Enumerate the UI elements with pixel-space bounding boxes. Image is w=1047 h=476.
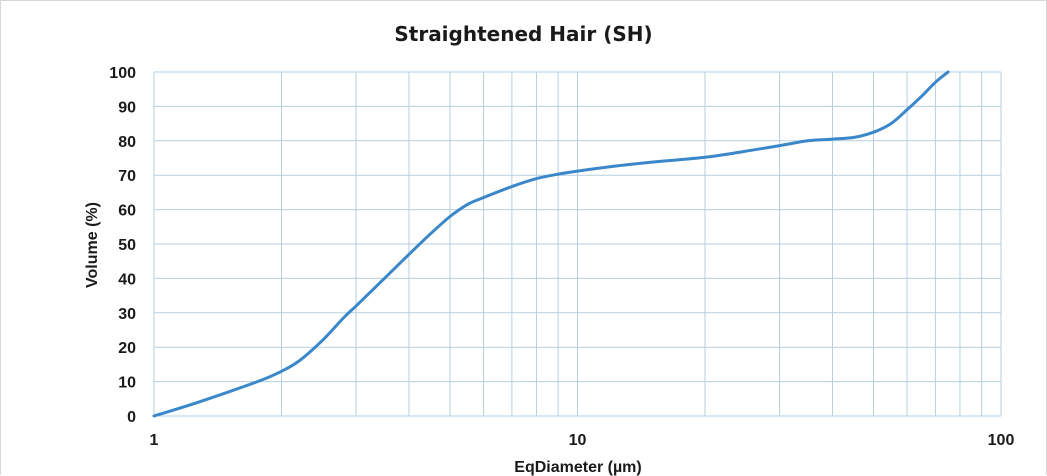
y-tick-label: 40 — [118, 271, 136, 288]
y-tick-label: 10 — [118, 375, 136, 392]
series-line — [152, 70, 950, 418]
x-tick-label: 10 — [569, 432, 587, 449]
y-tick-labels: 0 10 20 30 40 50 60 70 80 90 100 — [109, 65, 136, 426]
y-tick-label: 70 — [118, 168, 136, 185]
grid-lines — [153, 71, 1002, 417]
y-tick-label: 30 — [118, 306, 136, 323]
x-tick-labels: 1 10 100 — [150, 432, 1015, 449]
y-tick-label: 100 — [109, 65, 136, 82]
y-axis-title: Volume (%) — [84, 202, 101, 288]
y-tick-label: 50 — [118, 237, 136, 254]
y-tick-label: 90 — [118, 99, 136, 116]
series-layer — [152, 70, 950, 418]
y-tick-label: 60 — [118, 203, 136, 220]
y-tick-label: 0 — [127, 409, 136, 426]
chart-title: Straightened Hair (SH) — [394, 22, 653, 46]
y-tick-label: 80 — [118, 134, 136, 151]
x-tick-label: 100 — [988, 432, 1015, 449]
x-axis-title: EqDiameter (µm) — [514, 459, 641, 476]
x-tick-label: 1 — [150, 432, 159, 449]
y-tick-label: 20 — [118, 340, 136, 357]
